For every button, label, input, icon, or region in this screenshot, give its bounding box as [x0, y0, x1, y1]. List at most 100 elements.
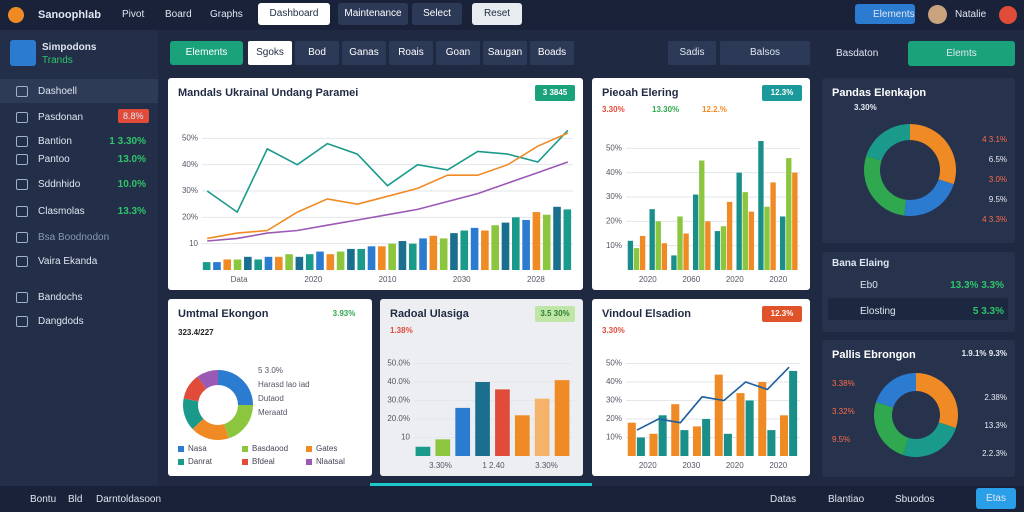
- tab[interactable]: Ganas: [342, 41, 386, 65]
- bar: [745, 400, 754, 456]
- bar: [714, 374, 723, 456]
- chart-title: Umtmal Ekongon: [178, 308, 269, 320]
- bar: [770, 182, 776, 270]
- sidebar-label[interactable]: Pantoo: [38, 154, 70, 165]
- sidebar-label[interactable]: Dangdods: [38, 316, 84, 327]
- header-button[interactable]: Maintenance: [338, 3, 408, 25]
- bar: [542, 214, 551, 270]
- y-tick-label: 20%: [606, 216, 622, 225]
- donut-slice: [192, 418, 229, 440]
- notification[interactable]: [999, 6, 1017, 24]
- sidebar-icon: [16, 154, 28, 165]
- sidebar-label[interactable]: Dashoell: [38, 86, 77, 97]
- nav-item[interactable]: Board: [165, 9, 192, 20]
- x-tick-label: 1 2.40: [482, 461, 505, 470]
- bar: [378, 246, 386, 270]
- right-button[interactable]: Elemts: [908, 41, 1015, 66]
- footer-item[interactable]: Blantiao: [828, 494, 865, 505]
- sidebar-label[interactable]: Bsa Boodnodon: [38, 232, 110, 243]
- bar: [627, 422, 636, 456]
- bar: [554, 380, 570, 456]
- bar: [764, 206, 770, 270]
- note: 9.5%: [832, 435, 850, 444]
- note: 3.30%: [854, 103, 877, 112]
- bar: [779, 216, 786, 270]
- x-tick-label: 2020: [726, 461, 744, 470]
- sidebar-icon: [16, 232, 28, 243]
- bar: [388, 243, 396, 270]
- sidebar-label[interactable]: Pasdonan: [38, 112, 84, 123]
- bar: [481, 230, 489, 270]
- tab[interactable]: Sgoks: [248, 41, 292, 65]
- y-tick-label: 50%: [182, 133, 198, 142]
- bar: [475, 382, 490, 456]
- footer-item[interactable]: Bontu: [30, 494, 57, 505]
- nav-item[interactable]: Pivot: [122, 9, 145, 20]
- sidebar-label[interactable]: Bandochs: [38, 292, 83, 303]
- sidebar-label[interactable]: Vaira Ekanda: [38, 256, 98, 267]
- bar: [495, 389, 510, 456]
- brand: Sanoophlab: [38, 9, 101, 21]
- bar: [455, 407, 471, 456]
- tab[interactable]: Saugan: [483, 41, 527, 65]
- tab[interactable]: Goan: [436, 41, 480, 65]
- filter[interactable]: Balsos: [720, 41, 810, 65]
- footer-item[interactable]: Bld: [68, 494, 83, 505]
- chart-title: Pandas Elenkajon: [832, 87, 926, 99]
- legend-label: Nasa: [188, 444, 207, 453]
- bar: [636, 437, 645, 456]
- y-tick-label: 30.0%: [387, 396, 410, 405]
- note: 13.30%: [652, 105, 679, 114]
- nav-item[interactable]: Graphs: [210, 9, 243, 20]
- note: 5 3.0%: [258, 366, 283, 375]
- y-tick-label: 50.0%: [387, 359, 410, 368]
- tab[interactable]: Roais: [389, 41, 433, 65]
- tab[interactable]: Bod: [295, 41, 339, 65]
- bar: [736, 393, 745, 456]
- sidebar-label[interactable]: Clasmolas: [38, 206, 85, 217]
- primary-tab[interactable]: Elements: [170, 41, 243, 65]
- badge: 3 3845: [543, 88, 568, 97]
- footer-button[interactable]: Etas: [976, 488, 1016, 509]
- legend-label: Gates: [316, 444, 337, 453]
- legend-label: Bfdeal: [252, 457, 275, 466]
- note: Harasd lao iad: [258, 380, 310, 389]
- note: 4 3.1%: [982, 135, 1007, 144]
- avatar[interactable]: [928, 5, 947, 24]
- badge: 12.3%: [771, 309, 794, 318]
- header-badge[interactable]: Elements: [873, 9, 915, 20]
- header-button[interactable]: Dashboard: [258, 3, 330, 25]
- bar: [367, 246, 376, 270]
- sidebar-label[interactable]: Bantion: [38, 136, 72, 147]
- x-tick-label: 2060: [682, 275, 700, 284]
- tab[interactable]: Boads: [530, 41, 574, 65]
- bar: [408, 243, 417, 270]
- x-tick-label: 3.30%: [535, 461, 558, 470]
- note: 2.2.3%: [982, 449, 1007, 458]
- chart-card: Pieoah Elering 12.3% 10% 20% 30% 40% 50% 2020 20…: [592, 78, 810, 290]
- sidebar: [0, 30, 158, 486]
- donut-slice: [916, 373, 958, 428]
- y-tick-label: 10%: [606, 433, 622, 442]
- footer-item[interactable]: Darntoldasoon: [96, 494, 162, 505]
- badge-bg: [535, 306, 575, 322]
- bar: [274, 256, 283, 270]
- x-tick-label: 2020: [639, 461, 657, 470]
- bar: [316, 251, 324, 270]
- x-tick-label: 2028: [527, 275, 545, 284]
- header-button[interactable]: Select: [412, 3, 462, 25]
- filter[interactable]: Sadis: [668, 41, 716, 65]
- footer-item[interactable]: Sbuodos: [895, 494, 935, 505]
- bar: [460, 230, 469, 270]
- sidebar-label[interactable]: Sddnhido: [38, 179, 81, 190]
- header-button[interactable]: Reset: [472, 3, 522, 25]
- y-tick-label: 50%: [606, 359, 622, 368]
- card-bg: [168, 78, 583, 290]
- bar: [748, 211, 755, 270]
- y-tick-label: 40%: [606, 377, 622, 386]
- bar: [680, 430, 689, 456]
- x-tick-label: 2020: [639, 275, 657, 284]
- footer-item[interactable]: Datas: [770, 494, 797, 505]
- chart-title: Pallis Ebrongon: [832, 349, 916, 361]
- user-name: Natalie: [955, 9, 987, 20]
